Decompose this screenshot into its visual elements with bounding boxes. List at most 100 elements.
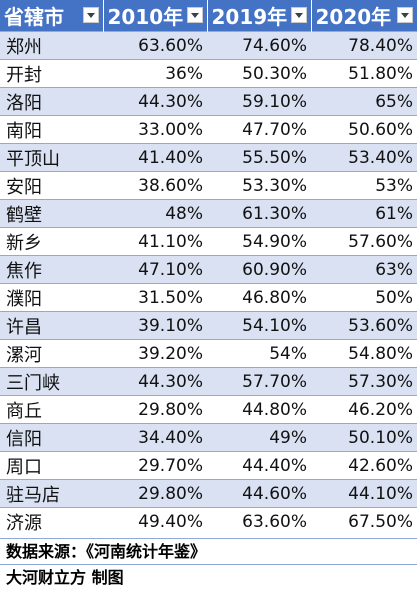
rate-cell[interactable]: 36% — [103, 59, 207, 88]
filter-dropdown-icon[interactable] — [186, 7, 203, 23]
city-cell[interactable]: 新乡 — [0, 227, 103, 256]
rate-cell[interactable]: 29.80% — [103, 395, 207, 424]
table-row: 周口 29.70% 44.40% 42.60% — [0, 451, 417, 480]
city-cell[interactable]: 周口 — [0, 451, 103, 480]
city-cell[interactable]: 洛阳 — [0, 87, 103, 116]
rate-cell[interactable]: 57.30% — [311, 367, 417, 396]
city-cell[interactable]: 焦作 — [0, 255, 103, 284]
table-row: 郑州 63.60% 74.60% 78.40% — [0, 31, 417, 60]
rate-cell[interactable]: 51.80% — [311, 59, 417, 88]
city-cell[interactable]: 平顶山 — [0, 143, 103, 172]
table-body: 郑州 63.60% 74.60% 78.40% 开封 36% 50.30% 51.80% 洛阳 4… — [0, 31, 417, 535]
rate-cell[interactable]: 44.80% — [207, 395, 311, 424]
city-cell[interactable]: 鹤壁 — [0, 199, 103, 228]
rate-cell[interactable]: 53.40% — [311, 143, 417, 172]
rate-cell[interactable]: 44.10% — [311, 479, 417, 508]
rate-cell[interactable]: 60.90% — [207, 255, 311, 284]
table-row: 焦作 47.10% 60.90% 63% — [0, 255, 417, 284]
rate-cell[interactable]: 29.70% — [103, 451, 207, 480]
filter-dropdown-icon[interactable] — [397, 7, 413, 23]
rate-cell[interactable]: 41.10% — [103, 227, 207, 256]
rate-cell[interactable]: 63% — [311, 255, 417, 284]
city-cell[interactable]: 安阳 — [0, 171, 103, 200]
filter-dropdown-icon[interactable] — [82, 7, 99, 23]
rate-cell[interactable]: 53.60% — [311, 311, 417, 340]
rate-cell[interactable]: 61% — [311, 199, 417, 228]
rate-cell[interactable]: 41.40% — [103, 143, 207, 172]
rate-cell[interactable]: 29.80% — [103, 479, 207, 508]
rate-cell[interactable]: 63.60% — [207, 507, 311, 535]
table-row: 驻马店 29.80% 44.60% 44.10% — [0, 479, 417, 508]
header-cell: 省辖市 — [0, 0, 104, 32]
table-row: 漯河 39.20% 54% 54.80% — [0, 339, 417, 368]
table-row: 新乡 41.10% 54.90% 57.60% — [0, 227, 417, 256]
city-cell[interactable]: 驻马店 — [0, 479, 103, 508]
rate-cell[interactable]: 44.30% — [103, 87, 207, 116]
table-row: 商丘 29.80% 44.80% 46.20% — [0, 395, 417, 424]
rate-cell[interactable]: 65% — [311, 87, 417, 116]
rate-cell[interactable]: 34.40% — [103, 423, 207, 452]
table-row: 南阳 33.00% 47.70% 50.60% — [0, 115, 417, 144]
rate-cell[interactable]: 46.80% — [207, 283, 311, 312]
header-label: 2010年 — [107, 5, 184, 29]
rate-cell[interactable]: 67.50% — [311, 507, 417, 535]
rate-cell[interactable]: 54.80% — [311, 339, 417, 368]
table-row: 许昌 39.10% 54.10% 53.60% — [0, 311, 417, 340]
table-row: 平顶山 41.40% 55.50% 53.40% — [0, 143, 417, 172]
rate-cell[interactable]: 42.60% — [311, 451, 417, 480]
city-cell[interactable]: 濮阳 — [0, 283, 103, 312]
rate-cell[interactable]: 57.60% — [311, 227, 417, 256]
rate-cell[interactable]: 50.30% — [207, 59, 311, 88]
table-row: 濮阳 31.50% 46.80% 50% — [0, 283, 417, 312]
rate-cell[interactable]: 47.70% — [207, 115, 311, 144]
rate-cell[interactable]: 44.30% — [103, 367, 207, 396]
header-cell: 2019年 — [207, 0, 312, 32]
city-cell[interactable]: 济源 — [0, 507, 103, 535]
rate-cell[interactable]: 31.50% — [103, 283, 207, 312]
city-cell[interactable]: 郑州 — [0, 31, 103, 60]
rate-cell[interactable]: 49.40% — [103, 507, 207, 535]
city-cell[interactable]: 信阳 — [0, 423, 103, 452]
rate-cell[interactable]: 53% — [311, 171, 417, 200]
rate-cell[interactable]: 74.60% — [207, 31, 311, 60]
table-row: 济源 49.40% 63.60% 67.50% — [0, 507, 417, 535]
rate-cell[interactable]: 53.30% — [207, 171, 311, 200]
rate-cell[interactable]: 54.90% — [207, 227, 311, 256]
rate-cell[interactable]: 57.70% — [207, 367, 311, 396]
rate-cell[interactable]: 55.50% — [207, 143, 311, 172]
header-cell: 2020年 — [311, 0, 417, 32]
header-label: 省辖市 — [4, 5, 64, 29]
rate-cell[interactable]: 61.30% — [207, 199, 311, 228]
city-cell[interactable]: 商丘 — [0, 395, 103, 424]
city-cell[interactable]: 开封 — [0, 59, 103, 88]
rate-cell[interactable]: 54% — [207, 339, 311, 368]
header-cell: 2010年 — [103, 0, 208, 32]
rate-cell[interactable]: 49% — [207, 423, 311, 452]
rate-cell[interactable]: 59.10% — [207, 87, 311, 116]
rate-cell[interactable]: 48% — [103, 199, 207, 228]
rate-cell[interactable]: 47.10% — [103, 255, 207, 284]
rate-cell[interactable]: 50.10% — [311, 423, 417, 452]
source-note: 数据来源：《河南统计年鉴》 — [0, 538, 417, 564]
city-cell[interactable]: 三门峡 — [0, 367, 103, 396]
rate-cell[interactable]: 46.20% — [311, 395, 417, 424]
rate-cell[interactable]: 39.20% — [103, 339, 207, 368]
rate-cell[interactable]: 44.40% — [207, 451, 311, 480]
city-cell[interactable]: 漯河 — [0, 339, 103, 368]
city-cell[interactable]: 许昌 — [0, 311, 103, 340]
rate-cell[interactable]: 39.10% — [103, 311, 207, 340]
rate-cell[interactable]: 50.60% — [311, 115, 417, 144]
rate-cell[interactable]: 50% — [311, 283, 417, 312]
header-row: 省辖市 2010年 2019年 2020年 — [0, 0, 417, 32]
rate-cell[interactable]: 54.10% — [207, 311, 311, 340]
rate-cell[interactable]: 44.60% — [207, 479, 311, 508]
rate-cell[interactable]: 63.60% — [103, 31, 207, 60]
filter-dropdown-icon[interactable] — [290, 7, 307, 23]
rate-cell[interactable]: 38.60% — [103, 171, 207, 200]
rate-cell[interactable]: 33.00% — [103, 115, 207, 144]
data-table: 省辖市 2010年 2019年 2020年 郑州 63.60% 74.60% 78.4… — [0, 0, 417, 535]
city-cell[interactable]: 南阳 — [0, 115, 103, 144]
rate-cell[interactable]: 78.40% — [311, 31, 417, 60]
credit-line: 大河财立方 制图 — [0, 564, 417, 590]
table-row: 三门峡 44.30% 57.70% 57.30% — [0, 367, 417, 396]
